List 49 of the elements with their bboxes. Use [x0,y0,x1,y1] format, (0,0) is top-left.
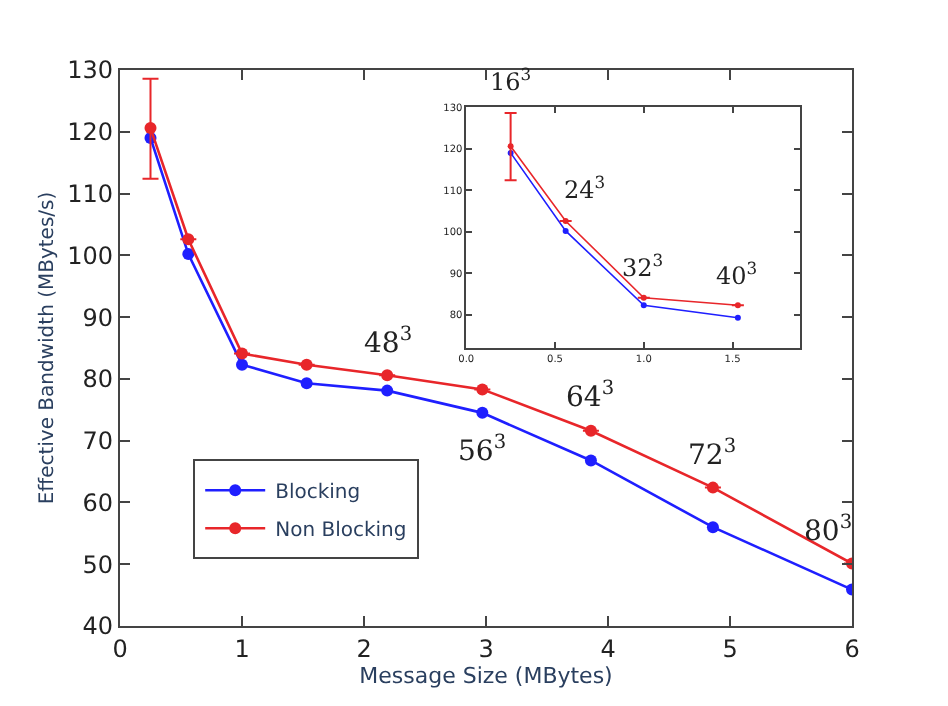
y-tick-label: 90 [82,303,113,332]
annotation: 72$^{3}$ [688,436,737,472]
annotation: 48$^{3}$ [364,324,413,360]
y-tick-label: 60 [82,488,113,517]
point [476,383,489,396]
y-tick-label: 130 [67,56,113,85]
point [300,377,313,390]
y-tick-label: 110 [67,179,113,208]
annotation: 16$^{3}$ [490,64,532,97]
y-tick-label: 100 [67,241,113,270]
y-tick-label: 40 [82,612,113,641]
point [182,233,195,246]
x-tick-label: 6 [844,635,860,663]
point [640,302,647,309]
legend-label: Blocking [275,482,361,505]
x-tick-label: 5 [722,635,738,663]
y-tick-label: 120 [67,118,113,147]
y-tick-label: 50 [82,550,113,579]
point [300,358,313,371]
point [381,384,394,397]
point [182,248,195,261]
legend-label: Non Blocking [275,520,407,543]
annotation: 64$^{3}$ [566,378,615,414]
annotation: 40$^{3}$ [716,258,758,291]
annotation: 32$^{3}$ [622,250,664,283]
point [476,406,489,419]
point [381,369,394,382]
x-axis-title: Message Size (MBytes) [359,663,613,689]
point [236,358,248,371]
point [584,454,597,467]
x-tick-label: 2 [356,635,372,663]
point [236,347,248,360]
y-tick-label: 80 [82,365,113,394]
x-tick-label: 0 [112,635,128,663]
annotation: 80$^{3}$ [804,512,853,548]
y-tick-label: 70 [82,427,113,456]
point [706,521,719,534]
x-tick-label: 3 [478,635,494,663]
point [584,424,597,437]
point [562,227,569,234]
point [507,143,514,150]
annotation: 24$^{3}$ [564,172,606,205]
point [734,314,741,321]
x-tick-label: 4 [600,635,616,663]
x-tick-label: 1 [234,635,250,663]
annotation: 56$^{3}$ [458,432,507,468]
point [706,481,719,494]
point [144,122,157,135]
y-axis-title: Effective Bandwidth (MBytes/s) [37,191,60,505]
